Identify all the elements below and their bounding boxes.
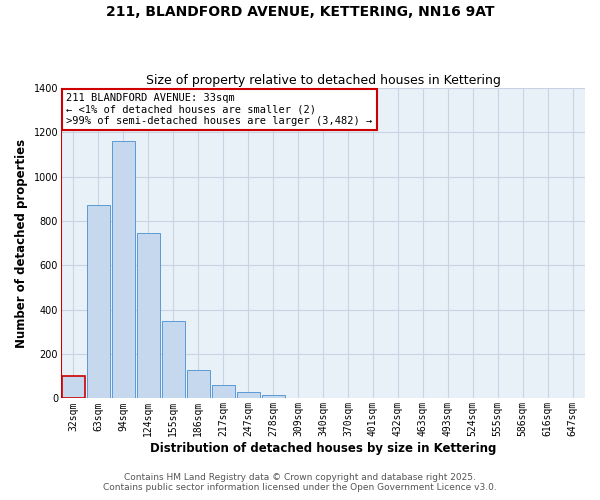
Title: Size of property relative to detached houses in Kettering: Size of property relative to detached ho… [146,74,500,87]
Bar [112,142,135,398]
Bar [236,392,260,398]
Text: 211 BLANDFORD AVENUE: 33sqm
← <1% of detached houses are smaller (2)
>99% of sem: 211 BLANDFORD AVENUE: 33sqm ← <1% of det… [66,93,373,126]
Y-axis label: Number of detached properties: Number of detached properties [15,138,28,348]
Text: 211, BLANDFORD AVENUE, KETTERING, NN16 9AT: 211, BLANDFORD AVENUE, KETTERING, NN16 9… [106,5,494,19]
Bar [137,234,160,398]
Bar [262,395,284,398]
Bar [212,385,235,398]
Bar [162,321,185,398]
Bar [187,370,209,398]
Text: Contains HM Land Registry data © Crown copyright and database right 2025.
Contai: Contains HM Land Registry data © Crown c… [103,473,497,492]
Bar [62,376,85,398]
X-axis label: Distribution of detached houses by size in Kettering: Distribution of detached houses by size … [150,442,496,455]
Bar [87,204,110,398]
